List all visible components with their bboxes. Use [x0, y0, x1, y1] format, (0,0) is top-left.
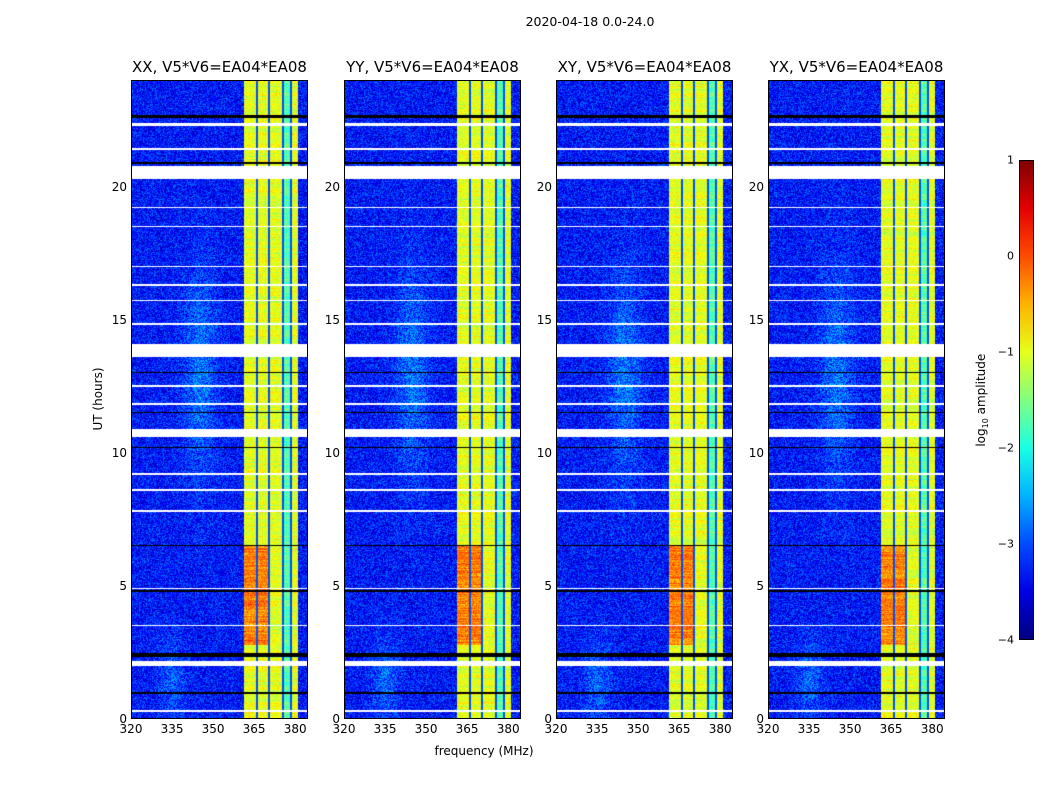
x-tick-label: 365 [667, 722, 691, 736]
x-tick-label: 320 [119, 722, 143, 736]
x-tick-label: 335 [797, 722, 821, 736]
heatmap-xy [556, 80, 733, 719]
heatmap-yy [344, 80, 521, 719]
heatmap-yx [768, 80, 945, 719]
x-axis-label: frequency (MHz) [434, 744, 534, 758]
axes-frame [131, 80, 308, 719]
panel-xy: XY, V5*V6=EA04*EA08 320 335 350 365 380 0 5 10 1… [537, 58, 733, 736]
y-tick-label: 10 [536, 445, 552, 460]
y-tick-label: 10 [111, 445, 127, 460]
y-tick-label: 20 [111, 179, 127, 194]
colorbar-tick-label: −3 [997, 537, 1014, 551]
y-tick-label: 15 [536, 312, 552, 327]
heatmap-xx [131, 80, 308, 719]
y-tick-label: 0 [544, 712, 552, 726]
y-tick-label: 15 [324, 312, 340, 327]
y-tick-label: 5 [544, 578, 552, 593]
x-tick-label: 350 [626, 722, 650, 736]
y-axis-label: UT (hours) [91, 367, 105, 431]
x-tick-label: 380 [708, 722, 732, 736]
y-tick-label: 15 [111, 312, 127, 327]
panel-title: YY, V5*V6=EA04*EA08 [346, 58, 519, 76]
y-tick-label: 0 [332, 712, 340, 726]
panel-yx: YX, V5*V6=EA04*EA08 320 335 350 365 380 0 5 10 1… [749, 58, 945, 736]
colorbar [1019, 160, 1034, 640]
colorbar-tick-label: −2 [997, 441, 1014, 455]
panel-title: XY, V5*V6=EA04*EA08 [557, 58, 732, 76]
y-tick-label: 0 [119, 712, 127, 726]
x-tick-label: 320 [756, 722, 780, 736]
colorbar-label-sub: 10 [981, 418, 991, 429]
axes-frame [556, 80, 733, 719]
panel-yy: YY, V5*V6=EA04*EA08 320 335 350 365 380 0 5 10 1… [325, 58, 521, 736]
y-tick-label: 5 [119, 578, 127, 593]
x-tick-label: 335 [373, 722, 397, 736]
y-tick-label: 0 [756, 712, 764, 726]
colorbar-label-log: log [973, 428, 988, 447]
x-tick-label: 380 [496, 722, 520, 736]
x-tick-label: 365 [242, 722, 266, 736]
x-tick-label: 380 [920, 722, 944, 736]
y-tick-label: 5 [756, 578, 764, 593]
colorbar-tick-label: −1 [997, 345, 1014, 359]
y-tick-label: 10 [748, 445, 764, 460]
y-tick-label: 5 [332, 578, 340, 593]
y-tick-label: 20 [536, 179, 552, 194]
panel-title: XX, V5*V6=EA04*EA08 [132, 58, 307, 76]
colorbar-label: log10 amplitude [974, 340, 990, 460]
axes-frame [768, 80, 945, 719]
colorbar-tick-label: 1 [1007, 153, 1014, 167]
colorbar-tick-label: −4 [997, 633, 1014, 647]
x-tick-label: 350 [201, 722, 225, 736]
colorbar-label-rest: amplitude [973, 353, 988, 419]
y-tick-label: 10 [324, 445, 340, 460]
x-tick-label: 350 [414, 722, 438, 736]
axes-frame [344, 80, 521, 719]
y-tick-label: 20 [748, 179, 764, 194]
x-tick-label: 365 [879, 722, 903, 736]
x-tick-label: 335 [585, 722, 609, 736]
x-tick-label: 335 [160, 722, 184, 736]
x-tick-label: 350 [838, 722, 862, 736]
x-tick-label: 380 [283, 722, 307, 736]
panel-xx: XX, V5*V6=EA04*EA08 320 335 350 365 380 0 5 10 1… [112, 58, 308, 736]
figure-title: 2020-04-18 0.0-24.0 [525, 14, 655, 29]
y-tick-label: 20 [324, 179, 340, 194]
x-tick-label: 320 [544, 722, 568, 736]
panel-title: YX, V5*V6=EA04*EA08 [769, 58, 944, 76]
x-tick-label: 320 [332, 722, 356, 736]
colorbar-tick-label: 0 [1007, 249, 1014, 263]
x-tick-label: 365 [455, 722, 479, 736]
y-tick-label: 15 [748, 312, 764, 327]
